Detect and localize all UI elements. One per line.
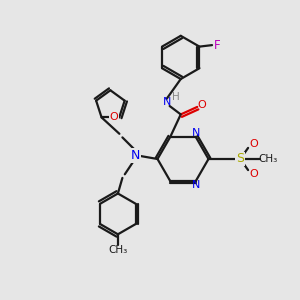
Text: S: S [236, 152, 244, 166]
Text: O: O [110, 112, 118, 122]
Text: N: N [192, 128, 200, 138]
Text: N: N [131, 149, 141, 162]
Text: O: O [197, 100, 206, 110]
Text: O: O [249, 139, 258, 149]
Text: CH₃: CH₃ [259, 154, 278, 164]
Text: CH₃: CH₃ [108, 245, 128, 255]
Text: N: N [192, 180, 200, 190]
Text: F: F [214, 39, 221, 52]
Text: H: H [172, 92, 179, 102]
Text: N: N [163, 98, 171, 107]
Text: O: O [249, 169, 258, 179]
